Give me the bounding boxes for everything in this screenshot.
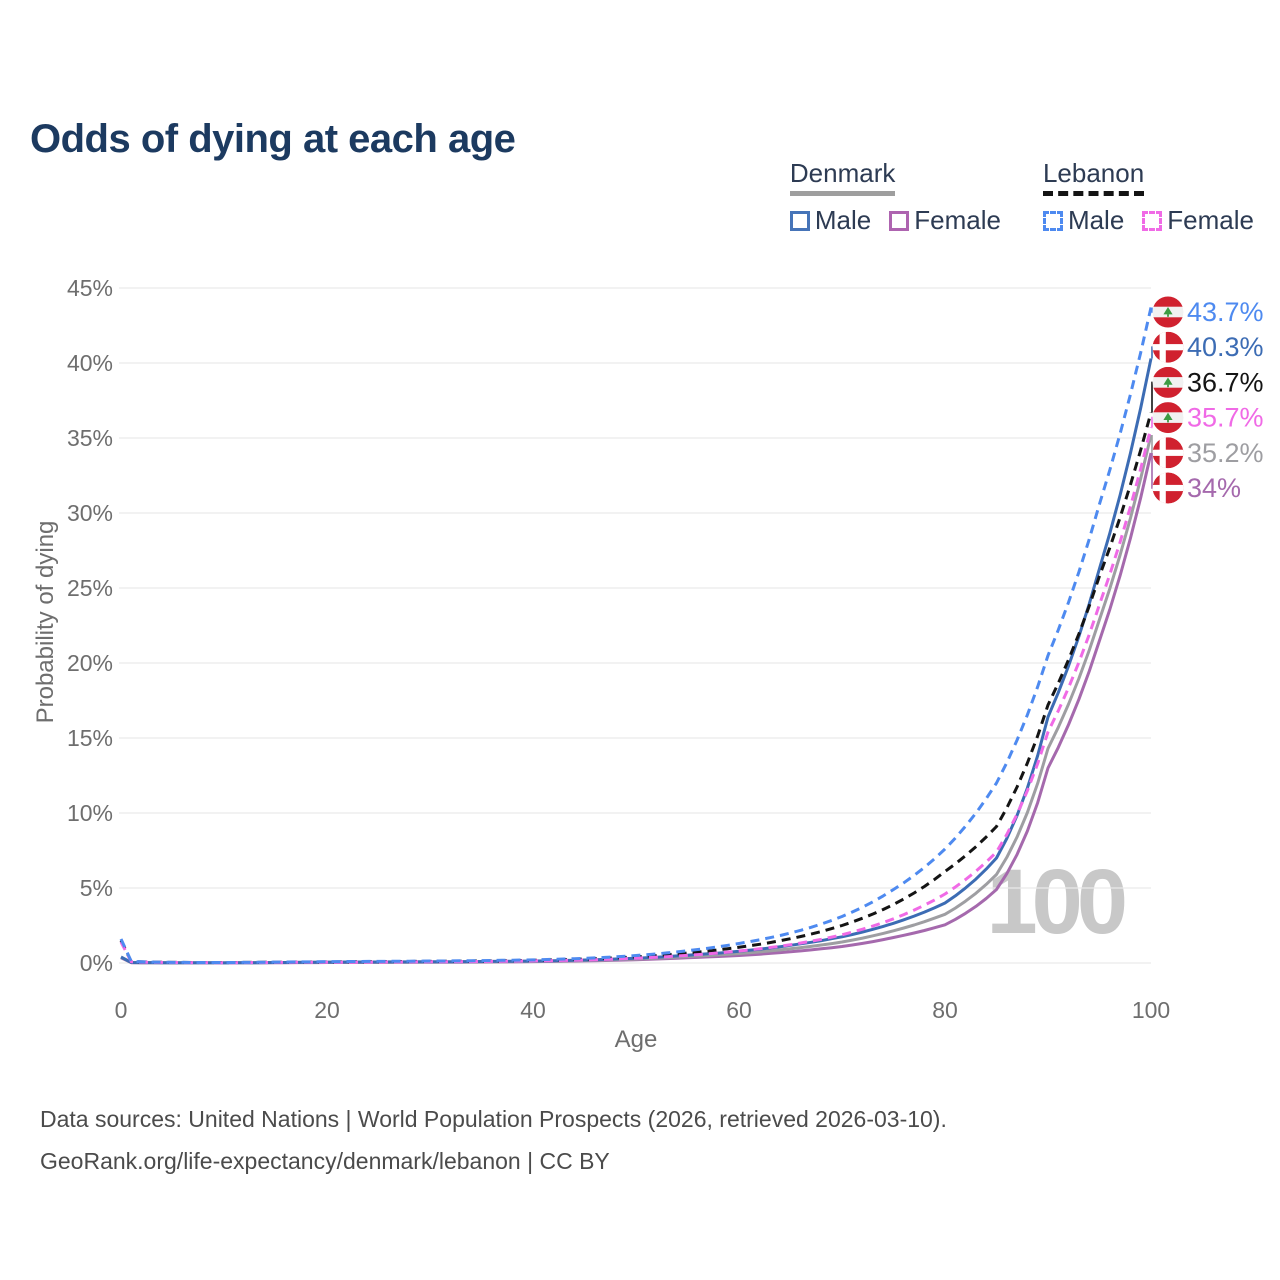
footer: Data sources: United Nations | World Pop… bbox=[40, 1098, 947, 1182]
series-end-value-label: 34% bbox=[1187, 473, 1241, 503]
y-axis-title: Probability of dying bbox=[32, 520, 59, 724]
lebanon-flag-icon bbox=[1152, 366, 1184, 398]
x-tick-label: 0 bbox=[115, 997, 128, 1023]
legend-items-denmark: Male Female bbox=[789, 205, 1001, 236]
legend-item-lebanon-female[interactable]: Female bbox=[1142, 205, 1254, 236]
x-tick-label: 100 bbox=[1132, 997, 1170, 1023]
y-tick-label: 30% bbox=[67, 500, 113, 526]
x-tick-label: 80 bbox=[932, 997, 958, 1023]
series-end-value-label: 36.7% bbox=[1187, 367, 1264, 397]
denmark-flag-icon bbox=[1152, 437, 1184, 469]
legend-label-denmark-male: Male bbox=[814, 205, 872, 236]
series-line-denmark-female bbox=[120, 452, 1153, 965]
legend-swatch-denmark-male bbox=[789, 210, 810, 231]
footer-data-sources: Data sources: United Nations | World Pop… bbox=[40, 1106, 947, 1132]
y-tick-label: 25% bbox=[67, 575, 113, 601]
legend-items-lebanon: Male Female bbox=[1042, 205, 1254, 236]
y-tick-label: 35% bbox=[67, 425, 113, 451]
legend: Denmark Male Female Lebanon Male bbox=[789, 159, 1254, 236]
y-tick-label: 20% bbox=[67, 650, 113, 676]
age-counter-watermark: 100 bbox=[986, 851, 1128, 953]
series-end-value-label: 43.7% bbox=[1187, 297, 1264, 327]
legend-group-title-lebanon: Lebanon bbox=[1042, 159, 1145, 197]
legend-label-denmark-female: Female bbox=[914, 205, 1001, 236]
series-end-value-label: 35.7% bbox=[1187, 403, 1264, 433]
denmark-flag-icon bbox=[1152, 331, 1184, 363]
footer-attribution: GeoRank.org/life-expectancy/denmark/leba… bbox=[40, 1148, 610, 1174]
series-end-value-label: 40.3% bbox=[1187, 332, 1264, 362]
y-tick-label: 40% bbox=[67, 350, 113, 376]
x-tick-label: 20 bbox=[314, 997, 340, 1023]
legend-swatch-denmark-female bbox=[889, 210, 910, 231]
x-tick-label: 60 bbox=[726, 997, 752, 1023]
lebanon-flag-icon bbox=[1152, 296, 1184, 328]
x-axis-title: Age bbox=[614, 1026, 658, 1053]
legend-item-denmark-male[interactable]: Male bbox=[789, 205, 872, 236]
series-line-lebanon-both-sexes bbox=[119, 412, 1153, 964]
y-tick-label: 0% bbox=[80, 950, 113, 976]
denmark-flag-icon bbox=[1152, 472, 1184, 504]
legend-group-denmark: Denmark Male Female bbox=[789, 159, 1001, 236]
series-end-value-label: 35.2% bbox=[1187, 438, 1264, 468]
y-tick-label: 5% bbox=[80, 875, 113, 901]
legend-label-lebanon-male: Male bbox=[1067, 205, 1125, 236]
legend-swatch-lebanon-female bbox=[1142, 210, 1163, 231]
y-tick-label: 15% bbox=[67, 725, 113, 751]
legend-group-lebanon: Lebanon Male Female bbox=[1042, 159, 1254, 236]
page-title: Odds of dying at each age bbox=[30, 116, 516, 161]
series-line-lebanon-female bbox=[119, 427, 1153, 965]
legend-item-lebanon-male[interactable]: Male bbox=[1042, 205, 1125, 236]
series-line-lebanon-male bbox=[119, 307, 1153, 964]
legend-group-title-denmark: Denmark bbox=[789, 159, 896, 197]
legend-swatch-lebanon-male bbox=[1042, 210, 1063, 231]
legend-label-lebanon-female: Female bbox=[1167, 205, 1254, 236]
x-tick-label: 40 bbox=[520, 997, 546, 1023]
lebanon-flag-icon bbox=[1152, 402, 1184, 434]
y-tick-label: 45% bbox=[67, 275, 113, 301]
label-leader-line bbox=[1151, 381, 1153, 413]
series-line-denmark-both-sexes bbox=[120, 434, 1153, 965]
label-leader-line bbox=[1151, 453, 1153, 489]
legend-item-denmark-female[interactable]: Female bbox=[889, 205, 1001, 236]
y-tick-label: 10% bbox=[67, 800, 113, 826]
